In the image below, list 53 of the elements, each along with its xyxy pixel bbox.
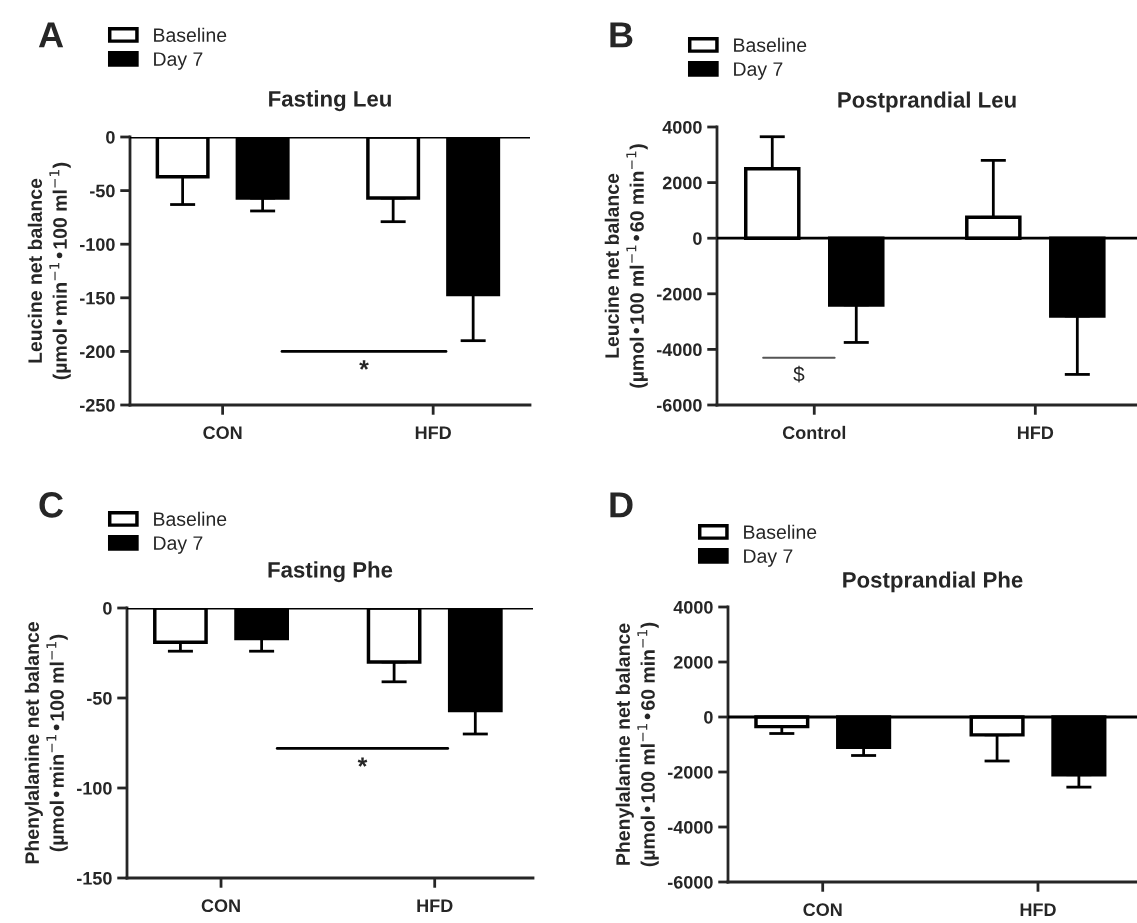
y-axis-title: Phenylalanine net balance (µmol•min$^{−1}$•100 ml$^{−1}$) — [24, 622, 68, 864]
annotation: * — [357, 757, 368, 767]
y-axis-title: Leucine net balance (µmol•min$^{−1}$•100 ml$^{−1}$) — [27, 162, 71, 380]
y-tick-label: -50 — [87, 691, 112, 705]
legend-label: Day 7 — [154, 536, 203, 554]
y-tick-label: -6000 — [656, 398, 702, 412]
y-axis-title: Leucine net balance (µmol•100 ml$^{−1}$•60 min$^{−1}$) — [604, 144, 648, 388]
x-tick-label: Control — [782, 425, 846, 440]
x-tick-label: HFD — [415, 426, 451, 439]
y-tick-label: -100 — [79, 238, 115, 251]
y-tick-label: -6000 — [667, 875, 713, 889]
y-tick-label: -250 — [79, 398, 115, 412]
annotation: * — [359, 360, 369, 370]
y-tick-label: 0 — [103, 601, 112, 615]
x-tick-label: CON — [203, 426, 242, 440]
y-axis-title: Phenylalanine net balance (µmol•100 ml$^{−1}$•60 min$^{−1}$) — [615, 622, 659, 867]
y-tick-label: 2000 — [662, 176, 702, 190]
x-tick-label: CON — [803, 903, 842, 917]
y-tick-label: 0 — [106, 130, 115, 144]
chart-title: Postprandial Phe — [843, 571, 1023, 593]
legend-label: Baseline — [154, 27, 227, 42]
y-tick-label: 0 — [704, 710, 713, 724]
y-tick-label: -4000 — [656, 343, 702, 357]
text: D — [610, 492, 633, 518]
chart-title: Postprandial Leu — [838, 91, 1016, 113]
y-tick-label: 2000 — [673, 655, 713, 669]
y-tick-label: -2000 — [667, 765, 713, 779]
x-tick-label: CON — [201, 899, 240, 913]
y-tick-label: -100 — [76, 781, 112, 795]
text: A — [38, 22, 64, 48]
legend-label: Day 7 — [154, 52, 203, 70]
legend-label: Day 7 — [744, 549, 793, 567]
y-tick-label: -150 — [76, 871, 112, 885]
y-tick-label: -150 — [79, 291, 115, 305]
y-tick-label: -50 — [90, 184, 115, 198]
legend-label: Baseline — [744, 524, 817, 539]
legend-label: Baseline — [734, 37, 807, 52]
y-tick-label: -200 — [79, 345, 115, 359]
y-tick-label: 4000 — [662, 120, 702, 134]
chart-title: Fasting Phe — [268, 561, 393, 583]
x-tick-label: HFD — [1017, 426, 1054, 439]
x-tick-label: HFD — [1020, 903, 1056, 916]
y-tick-label: -2000 — [656, 287, 702, 301]
chart-title: Fasting Leu — [269, 90, 391, 112]
text: C — [39, 492, 64, 518]
legend-label: Day 7 — [734, 62, 783, 80]
annotation: $ — [793, 365, 805, 383]
y-tick-label: 4000 — [673, 600, 713, 614]
y-tick-label: -4000 — [667, 820, 713, 834]
y-tick-label: 0 — [693, 232, 702, 245]
legend-label: Baseline — [154, 511, 227, 526]
x-tick-label: HFD — [417, 899, 453, 912]
text: B — [610, 22, 633, 48]
